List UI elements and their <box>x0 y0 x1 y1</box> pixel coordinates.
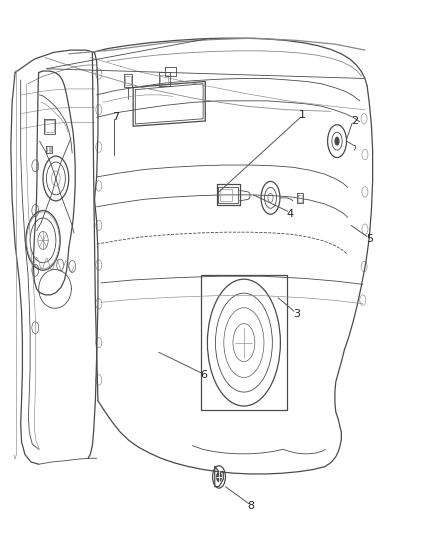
Circle shape <box>335 136 339 146</box>
Text: 1: 1 <box>299 110 306 120</box>
Text: 2: 2 <box>351 116 358 126</box>
Circle shape <box>216 472 222 482</box>
Text: 3: 3 <box>293 309 300 319</box>
Text: 6: 6 <box>201 370 208 381</box>
Text: 8: 8 <box>247 501 255 511</box>
Text: 7: 7 <box>113 112 120 122</box>
Text: 5: 5 <box>366 234 373 244</box>
Text: 4: 4 <box>286 208 293 219</box>
